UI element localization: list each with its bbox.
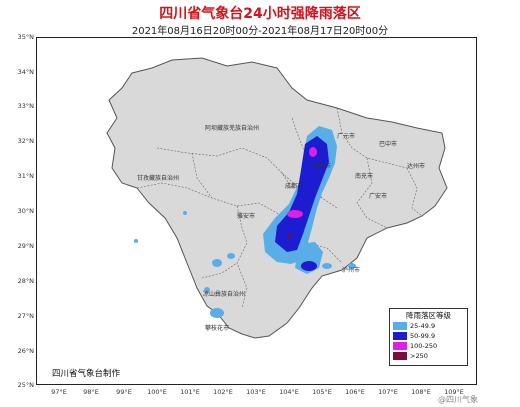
lon-tick: 103°E <box>246 388 266 396</box>
lat-tick: 35°N <box>17 33 34 41</box>
lat-tick: 26°N <box>17 347 34 355</box>
legend-item: 100-250 <box>393 341 467 351</box>
place-label: 巴中市 <box>379 140 397 148</box>
map-title: 四川省气象台24小时强降雨落区 <box>159 6 361 22</box>
legend-title: 降雨落区等级 <box>406 311 451 320</box>
map-subtitle: 2021年08月16日20时00分-2021年08月17日20时00分 <box>131 26 389 37</box>
lon-tick: 100°E <box>147 388 167 396</box>
legend: 降雨落区等级 25-49.9 50-99.9 100-250 >250 <box>389 308 468 366</box>
legend-item: 25-49.9 <box>393 321 467 331</box>
lon-tick: 104°E <box>279 388 299 396</box>
place-label: 阿坝藏族羌族自治州 <box>205 124 259 132</box>
legend-label: 50-99.9 <box>410 332 436 340</box>
lat-tick: 29°N <box>17 242 34 250</box>
lat-tick: 33°N <box>17 102 34 110</box>
place-label: 广元市 <box>337 132 355 140</box>
lat-tick: 31°N <box>17 172 34 180</box>
lat-tick: 30°N <box>17 207 34 215</box>
legend-swatch <box>393 332 407 340</box>
place-label: 凉山彝族自治州 <box>203 290 245 298</box>
place-label: 雅安市 <box>237 212 255 220</box>
watermark: @四川气象 <box>438 395 478 404</box>
lon-tick: 101°E <box>180 388 200 396</box>
legend-item: >250 <box>393 351 467 361</box>
lon-tick: 106°E <box>345 388 365 396</box>
lat-tick: 28°N <box>17 277 34 285</box>
map-frame <box>36 37 477 385</box>
lon-tick: 97°E <box>51 388 67 396</box>
legend-swatch <box>393 342 407 350</box>
rain-zone-over-250 <box>287 234 291 238</box>
place-label: 南充市 <box>355 172 373 180</box>
lat-tick: 32°N <box>17 137 34 145</box>
lon-tick: 108°E <box>411 388 431 396</box>
sichuan-map: 阿坝藏族羌族自治州 甘孜藏族自治州 凉山彝族自治州 广元市 成都市 雅安市 攀枝… <box>106 57 448 339</box>
legend-label: 25-49.9 <box>410 322 436 330</box>
lat-tick: 25°N <box>17 381 34 389</box>
lon-tick: 102°E <box>213 388 233 396</box>
place-label: 广安市 <box>369 192 387 200</box>
rain-zone-100-250 <box>287 147 317 218</box>
legend-label: >250 <box>410 352 428 360</box>
legend-swatch <box>393 352 407 360</box>
province-outline <box>106 57 448 339</box>
place-label: 甘孜藏族自治州 <box>137 174 179 182</box>
lon-tick: 107°E <box>378 388 398 396</box>
legend-label: 100-250 <box>410 342 438 350</box>
place-label: 达州市 <box>407 162 425 170</box>
place-label: 成都市 <box>285 182 303 190</box>
place-label: 泸州市 <box>342 266 360 274</box>
lat-tick: 34°N <box>17 68 34 76</box>
rain-zone-50-99 <box>275 136 329 271</box>
place-label: 攀枝花市 <box>205 324 229 332</box>
place-label: 绵阳市 <box>313 162 331 170</box>
map-credit: 四川省气象台制作 <box>52 369 121 379</box>
legend-item: 50-99.9 <box>393 331 467 341</box>
lon-tick: 105°E <box>312 388 332 396</box>
lon-tick: 98°E <box>83 388 99 396</box>
lat-tick: 27°N <box>17 312 34 320</box>
lon-tick: 99°E <box>116 388 132 396</box>
legend-swatch <box>393 322 407 330</box>
lon-tick: 109°E <box>444 388 464 396</box>
